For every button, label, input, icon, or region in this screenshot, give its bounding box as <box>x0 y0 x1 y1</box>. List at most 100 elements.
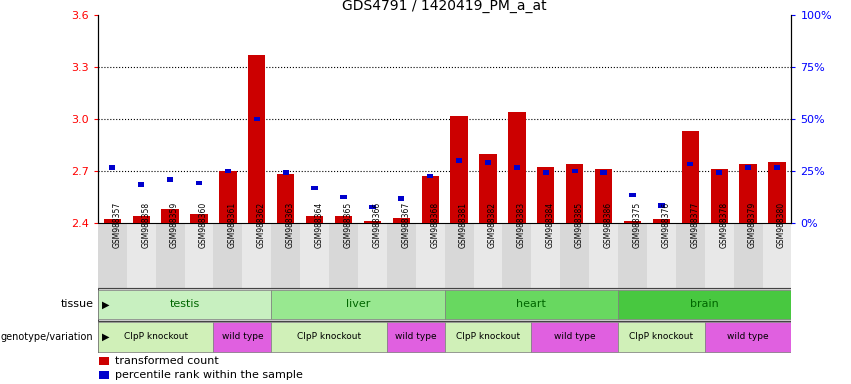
Bar <box>618 223 647 288</box>
Text: GSM988363: GSM988363 <box>286 202 294 248</box>
Bar <box>601 170 607 175</box>
Bar <box>271 290 445 319</box>
Bar <box>456 158 462 163</box>
Bar <box>705 322 791 352</box>
Bar <box>363 221 381 223</box>
Bar <box>225 169 231 173</box>
Bar <box>185 223 214 288</box>
Text: percentile rank within the sample: percentile rank within the sample <box>115 370 303 381</box>
Text: GSM988358: GSM988358 <box>141 202 151 248</box>
Bar <box>543 170 549 175</box>
Bar <box>191 214 208 223</box>
Bar <box>100 371 109 379</box>
Bar <box>127 223 156 288</box>
Bar <box>427 174 433 178</box>
Bar <box>705 223 734 288</box>
Bar <box>445 290 618 319</box>
Bar <box>220 171 237 223</box>
Bar <box>392 217 410 223</box>
Text: GSM988384: GSM988384 <box>545 202 555 248</box>
Bar <box>100 358 109 366</box>
Bar <box>243 223 271 288</box>
Bar <box>762 223 791 288</box>
Bar <box>566 164 584 223</box>
Text: GSM988375: GSM988375 <box>632 202 642 248</box>
Text: liver: liver <box>346 299 370 310</box>
Bar <box>421 176 439 223</box>
Bar <box>311 186 317 190</box>
Bar <box>734 223 762 288</box>
Bar <box>560 223 589 288</box>
Text: GSM988357: GSM988357 <box>112 202 122 248</box>
Text: ClpP knockout: ClpP knockout <box>123 333 188 341</box>
Text: GSM988367: GSM988367 <box>402 202 410 248</box>
Bar <box>340 195 346 199</box>
Text: GSM988360: GSM988360 <box>199 202 208 248</box>
Bar <box>745 165 751 170</box>
Bar <box>595 169 612 223</box>
Bar <box>334 216 352 223</box>
Bar <box>445 223 473 288</box>
Text: GSM988381: GSM988381 <box>459 202 468 248</box>
Bar <box>687 162 694 166</box>
Text: GSM988361: GSM988361 <box>228 202 237 248</box>
Bar <box>774 165 780 170</box>
Bar <box>369 205 375 209</box>
Bar <box>572 169 578 173</box>
Bar <box>514 165 520 170</box>
Bar <box>502 223 531 288</box>
Bar <box>156 223 185 288</box>
Bar <box>416 223 445 288</box>
Bar <box>647 223 676 288</box>
Bar <box>473 223 502 288</box>
Text: GSM988359: GSM988359 <box>170 202 179 248</box>
Bar <box>271 322 387 352</box>
Bar <box>711 169 728 223</box>
Bar <box>658 203 665 208</box>
Bar <box>358 223 387 288</box>
Text: GSM988382: GSM988382 <box>488 202 497 248</box>
Bar <box>138 182 145 187</box>
Title: GDS4791 / 1420419_PM_a_at: GDS4791 / 1420419_PM_a_at <box>342 0 547 13</box>
Bar <box>629 193 636 197</box>
Text: GSM988380: GSM988380 <box>777 202 786 248</box>
Text: brain: brain <box>690 299 719 310</box>
Text: GSM988386: GSM988386 <box>603 202 613 248</box>
Text: GSM988383: GSM988383 <box>517 202 526 248</box>
Text: testis: testis <box>169 299 200 310</box>
Bar <box>682 131 699 223</box>
Bar <box>531 223 560 288</box>
Text: ▶: ▶ <box>102 332 110 342</box>
Text: wild type: wild type <box>221 333 263 341</box>
Text: GSM988365: GSM988365 <box>344 202 352 248</box>
Text: GSM988377: GSM988377 <box>690 202 700 248</box>
Bar <box>624 221 641 223</box>
Text: ClpP knockout: ClpP knockout <box>630 333 694 341</box>
Bar <box>618 290 791 319</box>
Text: wild type: wild type <box>554 333 596 341</box>
Bar <box>283 170 288 175</box>
Bar <box>398 196 404 201</box>
Bar <box>196 181 203 185</box>
Bar <box>277 174 294 223</box>
Bar <box>387 223 416 288</box>
Bar <box>329 223 358 288</box>
Bar <box>254 117 260 121</box>
Text: GSM988385: GSM988385 <box>574 202 584 248</box>
Text: GSM988376: GSM988376 <box>661 202 671 248</box>
Bar <box>248 55 266 223</box>
Bar <box>133 216 150 223</box>
Text: GSM988378: GSM988378 <box>719 202 728 248</box>
Bar <box>768 162 785 223</box>
Bar <box>306 216 323 223</box>
Bar <box>109 165 116 170</box>
Bar <box>214 322 271 352</box>
Text: GSM988379: GSM988379 <box>748 202 757 248</box>
Text: ▶: ▶ <box>102 299 110 310</box>
Text: wild type: wild type <box>728 333 769 341</box>
Text: GSM988366: GSM988366 <box>373 202 381 248</box>
Text: GSM988362: GSM988362 <box>257 202 266 248</box>
Bar <box>387 322 444 352</box>
Bar <box>271 223 300 288</box>
Bar <box>589 223 618 288</box>
